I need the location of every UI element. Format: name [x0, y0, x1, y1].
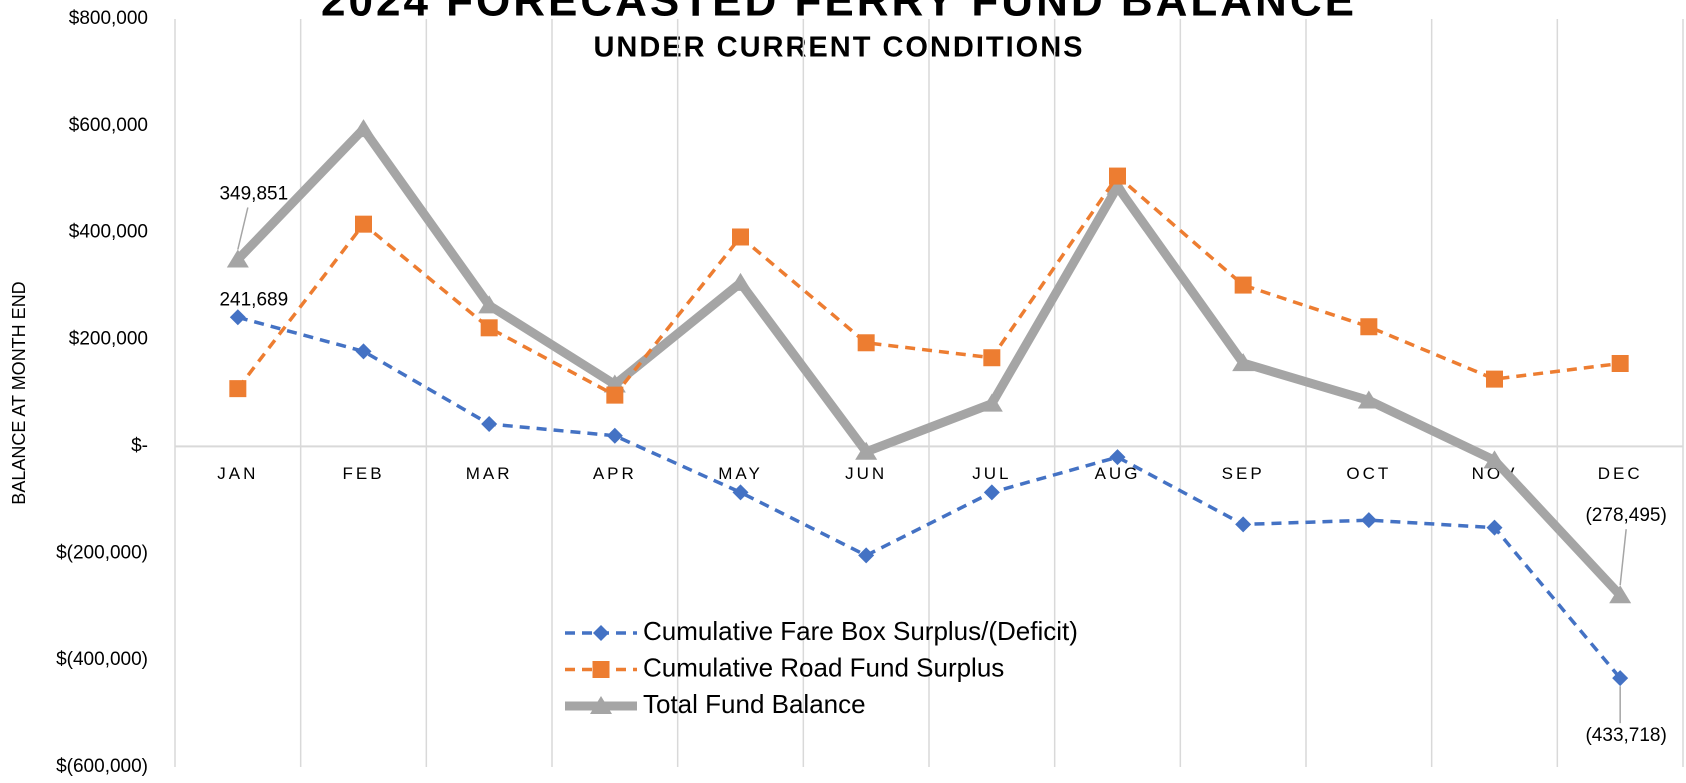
y-tick-label: $(400,000)	[56, 649, 148, 670]
x-tick-label: MAY	[718, 464, 763, 483]
marker	[1611, 354, 1629, 372]
data-label: 241,689	[219, 289, 288, 310]
marker	[855, 441, 878, 460]
marker	[229, 380, 247, 398]
y-tick-label: $400,000	[69, 222, 148, 243]
data-label: (433,718)	[1585, 725, 1666, 746]
marker	[1232, 353, 1255, 372]
marker	[1483, 450, 1506, 469]
leader-line	[1619, 529, 1627, 586]
marker	[1360, 512, 1377, 529]
legend-marker	[593, 625, 609, 641]
marker	[1234, 276, 1252, 294]
x-tick-label: APR	[593, 464, 637, 483]
marker	[1486, 519, 1503, 536]
leader-line	[237, 207, 249, 250]
y-tick-label: $-	[131, 435, 148, 456]
marker	[606, 386, 624, 404]
marker	[858, 547, 875, 564]
marker	[1357, 390, 1380, 409]
marker	[857, 334, 875, 352]
marker	[732, 484, 749, 501]
chart-title: 2024 FORECASTED FERRY FUND BALANCE	[321, 0, 1357, 26]
marker	[606, 427, 623, 444]
x-tick-label: JUL	[972, 464, 1011, 483]
marker	[983, 349, 1001, 367]
x-tick-label: OCT	[1346, 464, 1391, 483]
marker	[1609, 585, 1632, 604]
marker	[983, 484, 1000, 501]
series-line	[236, 174, 1621, 397]
x-tick-label: DEC	[1598, 464, 1643, 483]
y-tick-label: $600,000	[69, 115, 148, 136]
marker	[352, 119, 375, 138]
legend-label: Total Fund Balance	[643, 689, 866, 719]
y-tick-label: $(200,000)	[56, 542, 148, 563]
x-tick-label: JAN	[217, 464, 258, 483]
x-tick-label: SEP	[1222, 464, 1265, 483]
marker	[478, 295, 501, 314]
marker	[229, 309, 246, 326]
marker	[355, 215, 372, 233]
marker	[1360, 318, 1378, 336]
chart-subtitle: UNDER CURRENT CONDITIONS	[593, 32, 1084, 64]
y-tick-label: $200,000	[69, 329, 148, 350]
marker	[481, 415, 498, 432]
marker	[732, 228, 749, 246]
series-line	[237, 315, 1622, 680]
legend-marker	[592, 661, 610, 678]
marker	[1109, 167, 1126, 185]
legend-label: Cumulative Road Fund Surplus	[643, 652, 1004, 682]
y-axis-label: BALANCE AT MONTH END	[9, 281, 29, 504]
marker	[355, 343, 372, 360]
x-tick-label: FEB	[342, 464, 384, 483]
data-label: (278,495)	[1585, 505, 1666, 526]
marker	[1235, 516, 1252, 533]
y-tick-label: $(600,000)	[56, 756, 148, 777]
data-label: 349,851	[219, 184, 288, 205]
marker	[1106, 176, 1129, 195]
legend-label: Cumulative Fare Box Surplus/(Deficit)	[643, 616, 1078, 646]
x-tick-label: JUN	[845, 464, 887, 483]
marker	[1612, 670, 1629, 687]
marker	[226, 249, 249, 268]
x-tick-label: AUG	[1095, 464, 1141, 483]
marker	[729, 272, 752, 291]
marker	[480, 319, 498, 337]
marker	[1486, 370, 1503, 388]
series-line	[234, 124, 1624, 599]
y-tick-label: $800,000	[69, 8, 148, 29]
marker	[980, 393, 1003, 412]
legend-marker	[590, 696, 612, 714]
x-tick-label: MAR	[466, 464, 513, 483]
marker	[1109, 449, 1126, 466]
